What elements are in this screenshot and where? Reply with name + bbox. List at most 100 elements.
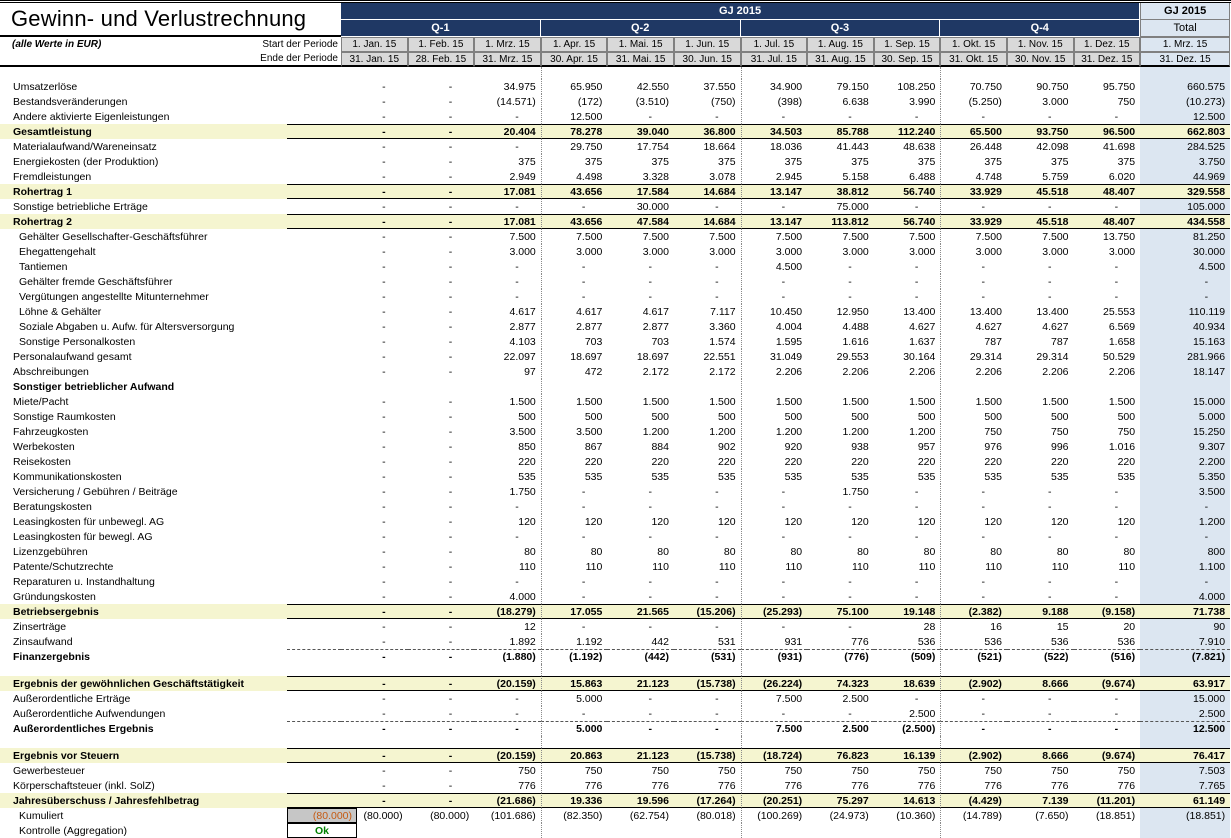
month-cell[interactable]: -	[382, 590, 386, 603]
total-cell[interactable]: 4.500	[1140, 259, 1231, 274]
month-cell[interactable]: 776	[518, 779, 536, 792]
period-start-cell[interactable]: 1. Jul. 15	[740, 37, 808, 52]
month-cell[interactable]: -	[914, 275, 919, 288]
month-cell[interactable]: (15.738)	[673, 748, 741, 763]
month-cell[interactable]: -	[1114, 590, 1119, 603]
month-cell[interactable]: -	[515, 260, 519, 273]
month-cell[interactable]: 375	[651, 155, 669, 168]
row-label[interactable]: Personalaufwand gesamt	[13, 350, 132, 363]
month-cell[interactable]: -	[848, 260, 852, 273]
month-cell[interactable]: 1.574	[709, 335, 736, 348]
month-cell[interactable]: -	[914, 485, 919, 498]
row-label[interactable]: Kumuliert	[19, 809, 64, 822]
month-cell[interactable]: (20.159)	[474, 676, 541, 691]
month-cell[interactable]: -	[740, 574, 808, 589]
month-cell[interactable]: 110	[940, 559, 1007, 574]
month-cell[interactable]: -	[448, 635, 453, 648]
month-cell[interactable]: -	[648, 110, 652, 123]
month-cell[interactable]: 4.500	[740, 259, 808, 274]
month-cell[interactable]: 65.950	[540, 79, 608, 94]
total-cell[interactable]: 329.558	[1140, 184, 1231, 199]
month-cell[interactable]: 8.666	[1006, 748, 1074, 763]
month-cell[interactable]: -	[515, 200, 519, 213]
month-cell[interactable]: 1.200	[740, 424, 808, 439]
total-cell[interactable]: (7.821)	[1140, 649, 1231, 664]
month-cell[interactable]: 535	[540, 469, 608, 484]
total-cell[interactable]: 90	[1140, 619, 1231, 634]
month-cell[interactable]: (15.206)	[673, 604, 741, 619]
month-cell[interactable]: 4.748	[940, 169, 1007, 184]
month-cell[interactable]: 1.892	[509, 635, 536, 648]
month-cell[interactable]: 884	[651, 440, 669, 453]
month-cell[interactable]: 14.613	[873, 793, 941, 808]
month-cell[interactable]: 7.500	[940, 229, 1007, 244]
month-cell[interactable]: -	[341, 604, 408, 619]
month-cell[interactable]: 750	[651, 764, 669, 777]
month-cell[interactable]: 2.877	[540, 319, 608, 334]
row-label[interactable]: Sonstige betriebliche Erträge	[13, 200, 148, 213]
month-cell[interactable]: -	[648, 275, 652, 288]
month-cell[interactable]: 535	[940, 469, 1007, 484]
month-cell[interactable]: 4.004	[740, 319, 808, 334]
total-cell[interactable]: 4.000	[1140, 589, 1231, 604]
month-cell[interactable]: -	[1114, 530, 1119, 543]
month-cell[interactable]: -	[382, 200, 386, 213]
total-cell[interactable]: 15.250	[1140, 424, 1231, 439]
month-cell[interactable]: 75.100	[807, 604, 874, 619]
month-cell[interactable]: 1.658	[1108, 335, 1136, 348]
month-cell[interactable]: 78.278	[540, 124, 608, 139]
month-cell[interactable]	[1007, 823, 1074, 838]
month-cell[interactable]	[540, 379, 608, 394]
total-cell[interactable]: 61.149	[1140, 793, 1231, 808]
month-cell[interactable]: -	[540, 589, 608, 604]
month-cell[interactable]: -	[341, 124, 408, 139]
month-cell[interactable]: 536	[917, 635, 936, 648]
total-cell[interactable]: 18.147	[1140, 364, 1231, 379]
month-cell[interactable]: -	[382, 290, 386, 303]
month-cell[interactable]: -	[715, 260, 719, 273]
row-label[interactable]: Außerordentliches Ergebnis	[13, 722, 154, 735]
month-cell[interactable]: 12.950	[836, 305, 869, 318]
month-cell[interactable]: 867	[540, 439, 608, 454]
month-cell[interactable]: 535	[1051, 470, 1069, 483]
month-cell[interactable]: -	[515, 290, 519, 303]
month-cell[interactable]: 18.036	[740, 139, 808, 154]
month-cell[interactable]: -	[515, 530, 519, 543]
month-cell[interactable]: 220	[651, 455, 669, 468]
month-cell[interactable]: 50.529	[1103, 350, 1136, 363]
month-cell[interactable]: 14.684	[673, 184, 741, 199]
row-label[interactable]: Werbekosten	[13, 440, 75, 453]
month-cell[interactable]: 120	[917, 515, 936, 528]
month-cell[interactable]: -	[607, 721, 674, 736]
month-cell[interactable]: 500	[518, 410, 536, 423]
month-cell[interactable]: -	[382, 530, 386, 543]
month-cell[interactable]: 37.550	[703, 80, 736, 93]
period-start-cell[interactable]: 1. Sep. 15	[873, 37, 941, 52]
period-start-cell[interactable]: 1. Nov. 15	[1006, 37, 1074, 52]
month-cell[interactable]: (931)	[740, 649, 808, 664]
month-cell[interactable]: -	[940, 499, 1007, 514]
month-cell[interactable]	[540, 823, 608, 838]
total-cell[interactable]: 800	[1140, 544, 1231, 559]
total-period-start-cell[interactable]: 1. Mrz. 15	[1140, 37, 1231, 52]
month-cell[interactable]: (11.201)	[1073, 793, 1141, 808]
month-cell[interactable]: 85.788	[807, 124, 874, 139]
month-cell[interactable]: 19.336	[540, 793, 608, 808]
month-cell[interactable]: 750	[518, 764, 536, 777]
month-cell[interactable]: -	[382, 275, 386, 288]
month-cell[interactable]: (80.000)	[430, 809, 470, 822]
month-cell[interactable]: 750	[1117, 95, 1136, 108]
month-cell[interactable]: -	[448, 530, 453, 543]
month-cell[interactable]: (20.251)	[740, 793, 808, 808]
month-cell[interactable]: 26.448	[940, 139, 1007, 154]
month-cell[interactable]: 2.206	[842, 365, 869, 378]
row-label[interactable]: Leasingkosten für bewegl. AG	[13, 530, 153, 543]
month-cell[interactable]: 1.595	[740, 334, 808, 349]
month-cell[interactable]: -	[407, 721, 475, 736]
month-cell[interactable]: 3.000	[940, 244, 1007, 259]
month-cell[interactable]: 5.000	[540, 721, 608, 736]
period-end-cell[interactable]: 31. Aug. 15	[807, 52, 874, 67]
row-label[interactable]: Patente/Schutzrechte	[13, 560, 114, 573]
row-label[interactable]: Außerordentliche Aufwendungen	[13, 707, 166, 720]
month-cell[interactable]: (2.902)	[940, 676, 1007, 691]
